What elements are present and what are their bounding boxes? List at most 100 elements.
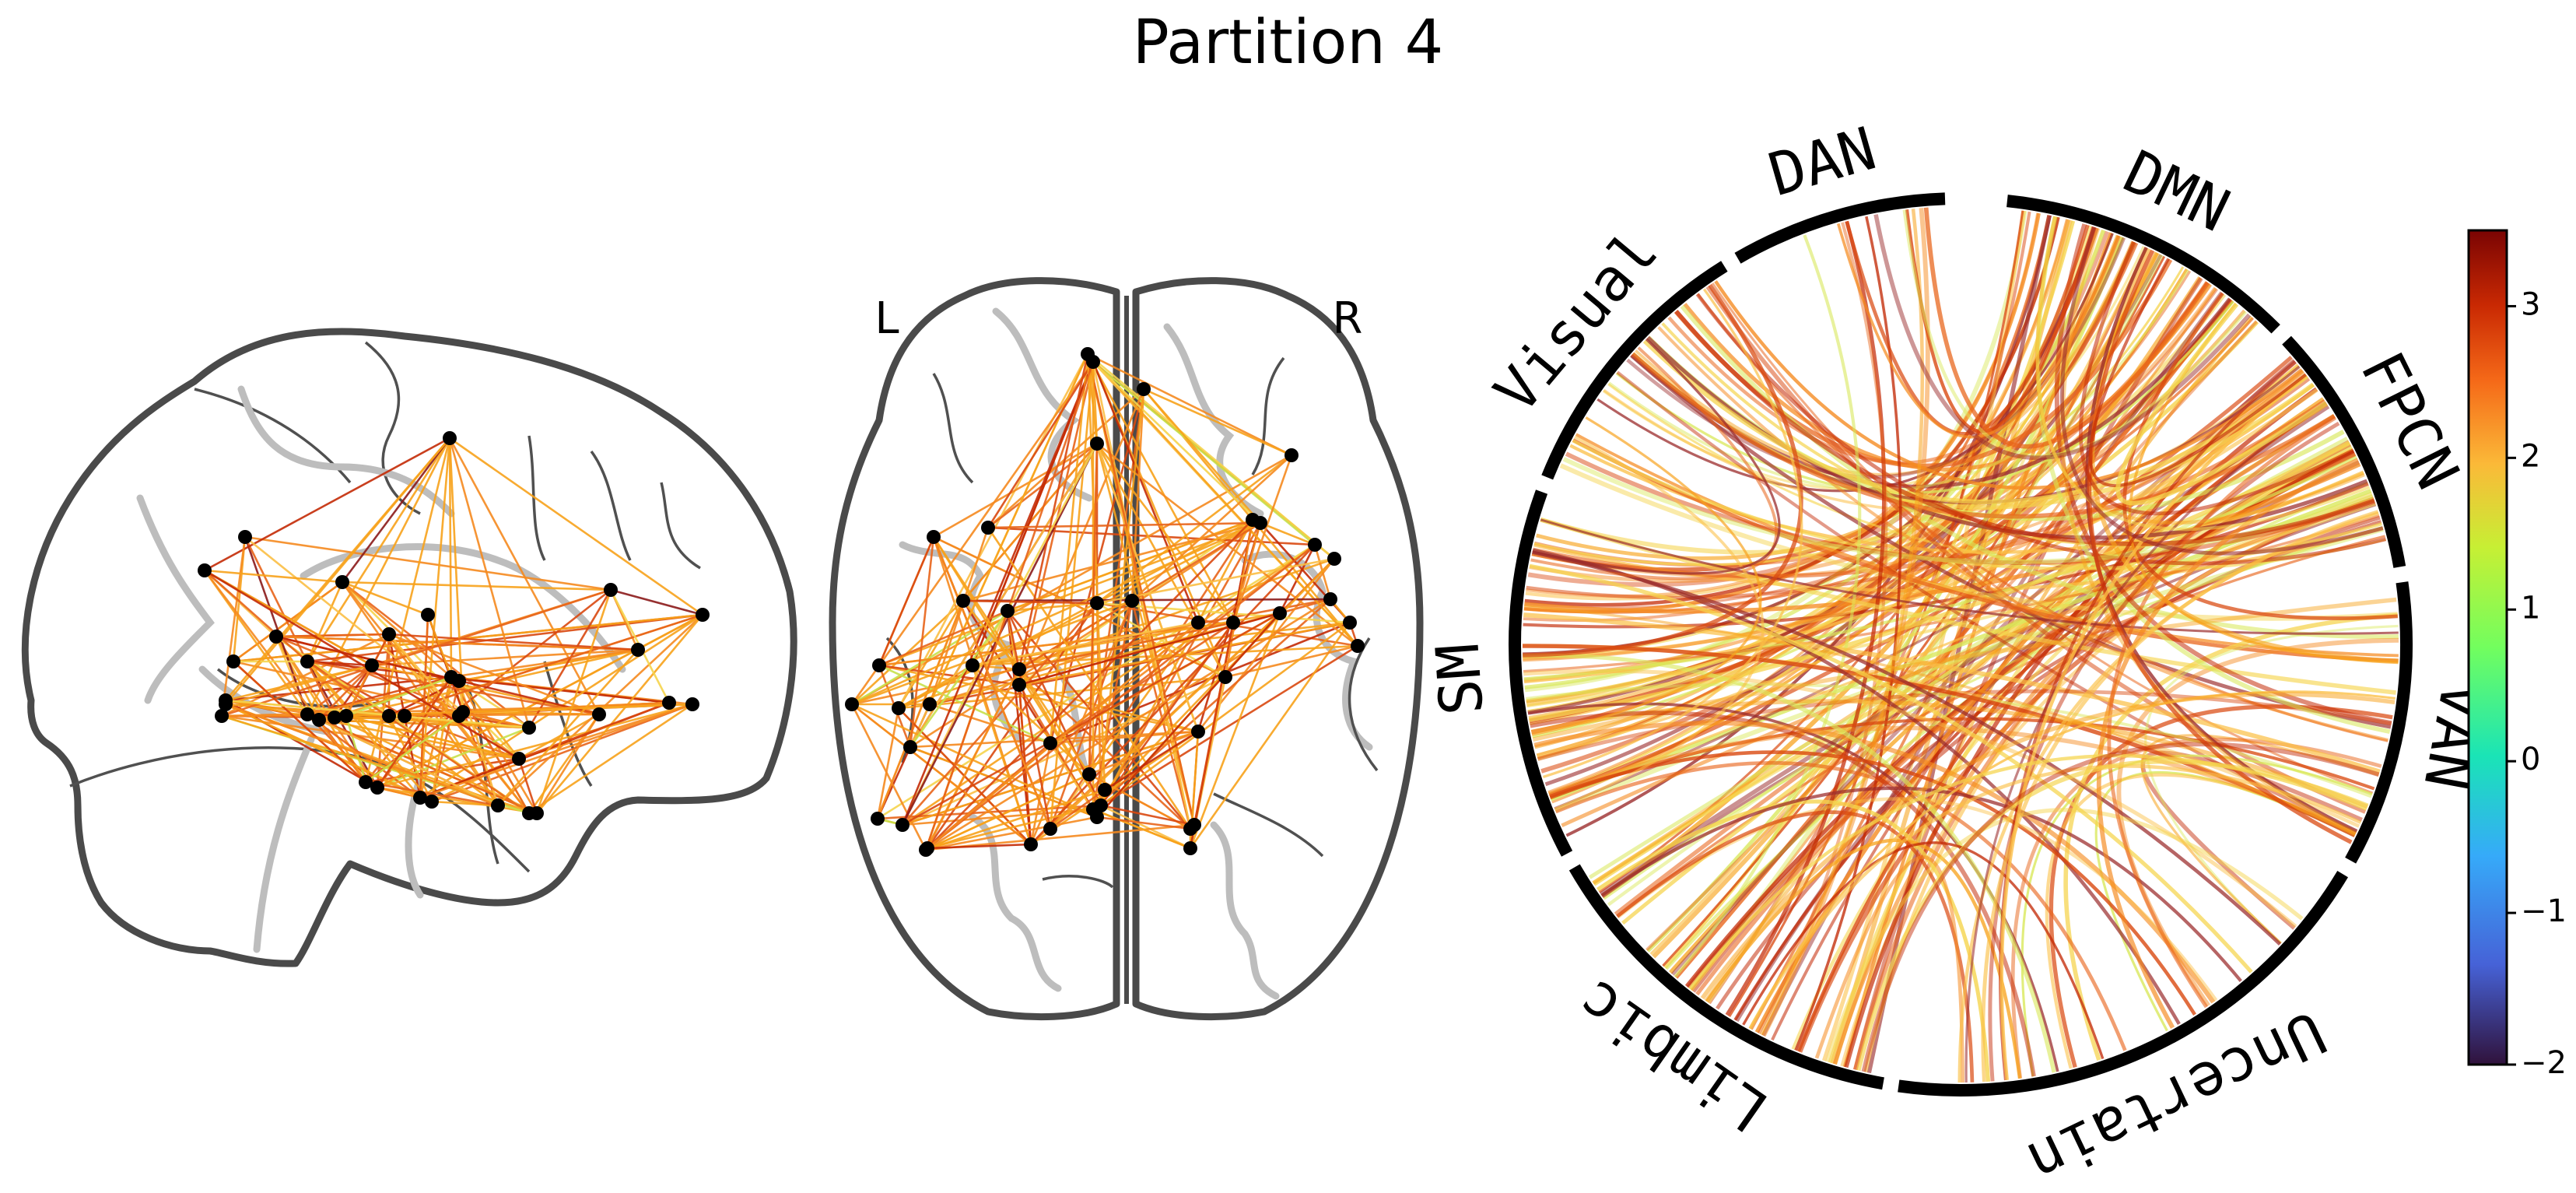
chord-connection [1742,841,2105,1060]
connection-line [972,644,1358,667]
sagittal-sulcus [253,735,315,953]
chord-connection [1533,266,2185,567]
axial-sulcus [1210,821,1280,1000]
connection-line [275,636,321,721]
connection-line [419,703,693,799]
connection-line [1049,361,1095,830]
connection-line [1092,360,1316,546]
connection-line [927,622,1199,849]
brain-node [1086,355,1100,369]
chord-connection [2115,303,2328,506]
chord-connection [1533,721,2216,1004]
connection-line [902,730,1199,826]
connection-line [307,660,600,716]
chord-connections [1522,207,2399,1083]
connection-line [1100,804,1195,826]
chord-connection [1814,855,1964,1083]
connection-line [909,746,1098,819]
chord-connection [1667,235,2121,465]
brain-node [1183,841,1197,855]
connection-line [1100,804,1191,850]
figure-title: Partition 4 [1132,8,1444,78]
chord-connection [2060,226,2384,556]
chord-connection [1529,563,2253,974]
chord-connection [1522,644,2356,837]
brain-node [1098,783,1112,797]
chord-connection [1524,604,2356,837]
connection-line [376,676,453,788]
connection-line [225,699,530,729]
chord-connection [1532,550,2282,946]
chord-connection [1861,742,2380,1072]
connection-line [1086,353,1106,791]
connection-line [204,569,520,760]
chord-connection [1674,310,2375,546]
brain-node [981,521,995,535]
chord-connection [1845,220,2090,436]
chord-connection [1616,535,2385,918]
chord-segment-dmn [2006,195,2280,334]
brain-node [920,841,934,855]
sagittal-sulcus [237,385,455,518]
brain-node [339,709,353,723]
connection-line [448,437,531,728]
connection-line [306,437,451,715]
chord-segment-uncertain [1898,870,2349,1097]
colorbar-tick-label: 2 [2521,438,2540,474]
connection-line [932,536,1052,830]
connection-line [518,701,670,760]
brain-node [1137,382,1151,396]
connection-line [1018,353,1089,670]
connection-line [1006,443,1099,612]
connection-line [933,442,1098,539]
chord-connection [1646,335,2368,540]
connection-line [926,668,1021,849]
connection-line [1104,730,1199,791]
brain-node [1043,822,1057,836]
colorbar-tick-label: −1 [2521,893,2567,929]
chord-connection [1757,222,1888,1034]
network-label-dan: DAN [1761,114,1883,209]
chord-connection [1688,754,2367,990]
connection-line [342,581,612,591]
connection-line [221,588,612,718]
connection-line [1018,621,1234,671]
brain-node [382,627,396,641]
chord-connection [1705,285,2367,814]
chord-connection [1794,216,1902,1051]
connection-line [962,600,1021,670]
connection-line [233,661,366,783]
brain-node [452,674,466,688]
connection-line [345,715,367,783]
connection-line [851,703,1032,846]
brain-node [1001,604,1015,618]
chord-segment-van [2345,581,2413,864]
axial-sulcus [1251,356,1285,475]
connection-line [878,664,1020,686]
connection-line [1096,612,1281,818]
brain-node [604,583,618,597]
sagittal-brain-view [21,328,797,967]
connection-line [275,635,600,716]
connection-line [1099,519,1254,806]
chord-connection [1680,304,2399,640]
brain-node [456,705,470,719]
brain-node [1253,516,1267,530]
chord-connection [2090,247,2399,664]
brain-node [382,709,396,723]
connection-line [1095,388,1145,818]
connection-line [876,707,900,819]
connection-line [1092,808,1191,850]
connection-line [527,714,601,814]
connection-line [275,635,639,651]
chord-connection [1600,786,2242,982]
chord-connection [1554,435,1765,811]
connection-line [898,518,1253,710]
connection-line [365,781,499,807]
connection-line [204,437,450,572]
chord-connection [1529,286,2217,583]
chord-connection [2144,624,2399,945]
connection-line [450,648,639,679]
connection-line [877,543,1316,820]
